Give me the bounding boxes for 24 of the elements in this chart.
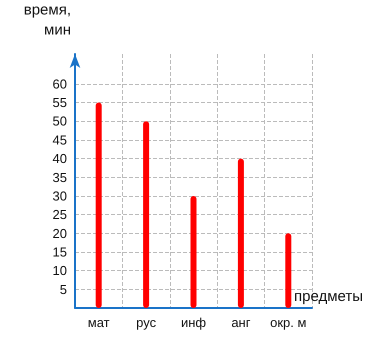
bar (285, 233, 292, 308)
bar (143, 121, 150, 308)
y-axis-title: время, мин (24, 2, 71, 38)
y-tick-label: 15 (52, 244, 67, 260)
y-tick-label: 30 (52, 188, 67, 204)
y-tick-label: 25 (52, 207, 67, 222)
y-tick-label: 40 (52, 151, 67, 166)
x-tick-label: мат (88, 315, 110, 330)
y-tick-label: 10 (52, 263, 67, 278)
y-tick-label: 45 (52, 132, 67, 148)
x-tick-label: окр. м (270, 315, 307, 330)
x-tick-label: инф (180, 315, 206, 330)
bar (190, 196, 196, 308)
y-tick-label: 50 (52, 114, 67, 129)
y-tick-label: 60 (52, 76, 67, 92)
x-axis-title: предметы (294, 288, 364, 305)
y-tick-label: 55 (52, 95, 67, 110)
bar (96, 102, 102, 308)
x-tick-label: рус (136, 315, 157, 330)
bar (238, 158, 244, 308)
y-tick-label: 5 (60, 282, 67, 297)
y-tick-label: 35 (52, 170, 67, 185)
y-tick-label: 20 (52, 226, 67, 241)
x-tick-label: анг (231, 315, 251, 330)
